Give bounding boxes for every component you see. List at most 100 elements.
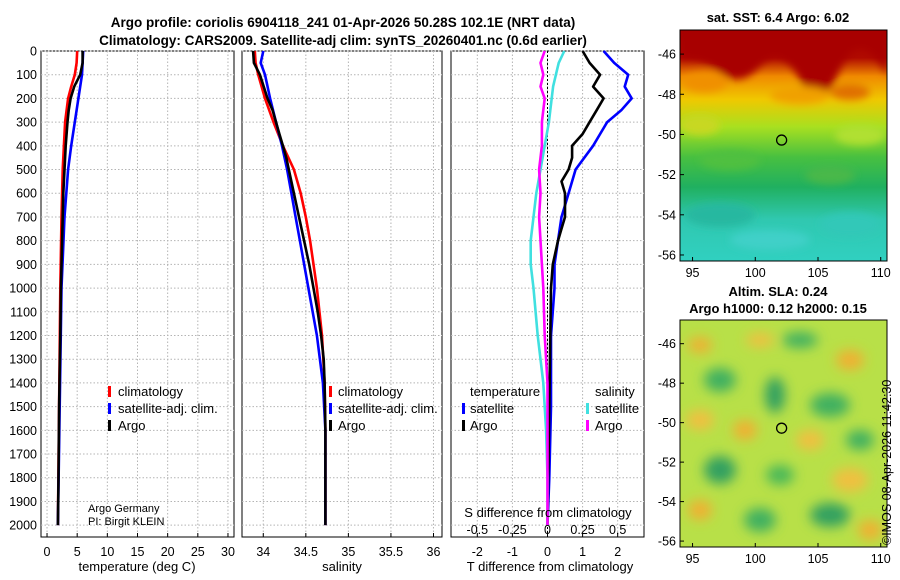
map-y-tick-label: -54: [658, 208, 676, 222]
x-tick-label: 34: [256, 545, 270, 559]
map-x-tick-label: 95: [686, 266, 700, 280]
legend-sal-argo-label: Argo: [595, 418, 622, 433]
series-line-temperature-argo: [546, 50, 605, 526]
difference-panel: -2 -1 0 1 2 -0.5 -0.25 0 0.25 0.5 T difference f…: [450, 50, 645, 574]
copyright-stamp: ©IMOS 08-Apr-2026 11:42:30: [880, 380, 894, 545]
s-difference-axis-label: S difference from climatology: [464, 505, 632, 520]
depth-tick-label: 500: [16, 163, 37, 177]
depth-tick-label: 1900: [9, 495, 37, 509]
depth-tick-label: 400: [16, 139, 37, 153]
salinity-plot-area: [241, 50, 443, 538]
sla-argo-marker: [775, 422, 788, 434]
depth-tick-label: 800: [16, 234, 37, 248]
legend-satellite-mark: [108, 403, 111, 414]
x-tick-label: 30: [221, 545, 235, 559]
sla-heatmap: [680, 320, 887, 547]
map-y-tick-label: -48: [658, 377, 676, 391]
temperature-legend: climatology satellite-adj. clim. Argo: [108, 384, 218, 433]
depth-tick-label: 1500: [9, 400, 37, 414]
sla-map-frame: [679, 319, 888, 548]
series-line-satellite-adj-clim-: [259, 50, 327, 526]
map-y-tick-label: -50: [658, 416, 676, 430]
map-x-tick-label: 105: [808, 266, 829, 280]
legend-climatology-mark: [329, 386, 332, 397]
legend-temp-argo-label: Argo: [470, 418, 497, 433]
salinity-legend: climatology satellite-adj. clim. Argo: [329, 384, 438, 433]
s-tick-label: 0.5: [609, 523, 626, 537]
depth-tick-label: 1800: [9, 471, 37, 485]
legend-sal-satellite-label: satellite: [595, 401, 639, 416]
x-tick-label: 36: [427, 545, 441, 559]
x-tick-label: 5: [74, 545, 81, 559]
map-y-tick-label: -52: [658, 168, 676, 182]
header-line-1: Argo profile: coriolis 6904118_241 01-Ap…: [111, 15, 575, 30]
map-y-tick-label: -46: [658, 337, 676, 351]
depth-tick-label: 100: [16, 68, 37, 82]
depth-tick-label: 1200: [9, 329, 37, 343]
map-x-tick-label: 100: [745, 266, 766, 280]
legend-satellite-mark: [329, 403, 332, 414]
map-x-tick-label: 105: [808, 552, 829, 566]
legend-temperature-title: temperature: [470, 384, 540, 399]
map-x-tick-label: 95: [686, 552, 700, 566]
series-line-argo: [251, 50, 327, 526]
depth-tick-label: 1100: [10, 305, 37, 319]
depth-tick-label: 600: [16, 187, 37, 201]
header-line-2: Climatology: CARS2009. Satellite-adj cli…: [99, 33, 587, 48]
x-tick-label: 25: [191, 545, 205, 559]
series-line-argo: [56, 51, 84, 526]
sst-heatmap: [680, 30, 887, 261]
x-tick-label: 0: [44, 545, 51, 559]
temperature-axis-label: temperature (deg C): [78, 559, 195, 574]
salinity-panel: 34 34.5 35 35.5 36 salinity climatology sate…: [241, 50, 443, 574]
x-tick-label: 35.5: [379, 545, 403, 559]
legend-temp-argo-mark: [462, 420, 465, 431]
depth-tick-label: 1000: [9, 282, 37, 296]
map-y-tick-label: -50: [658, 128, 676, 142]
salinity-axis-label: salinity: [322, 559, 362, 574]
credit-pi: PI: Birgit KLEIN: [88, 516, 164, 528]
legend-argo-mark: [329, 420, 332, 431]
series-line-salinity-argo: [537, 50, 549, 526]
sst-map-panel: sat. SST: 6.4 Argo: 6.02 -46 -48 -50 -52 -54…: [658, 10, 891, 280]
x-tick-label: 0: [544, 545, 551, 559]
depth-tick-label: 1700: [9, 448, 37, 462]
t-difference-axis-label: T difference from climatology: [467, 559, 634, 574]
difference-legend: temperature satellite Argo salinity sate…: [462, 384, 639, 433]
x-tick-label: 20: [161, 545, 175, 559]
credit-org: Argo Germany: [88, 503, 160, 515]
x-tick-label: 1: [579, 545, 586, 559]
map-y-tick-label: -52: [658, 456, 676, 470]
temperature-panel: 0100200300400500600700800900100011001200…: [9, 45, 235, 575]
map-y-tick-label: -46: [658, 48, 676, 62]
legend-climatology-label: climatology: [338, 384, 404, 399]
x-tick-label: 34.5: [294, 545, 318, 559]
depth-tick-label: 1300: [9, 353, 37, 367]
sla-map-title-2: Argo h1000: 0.12 h2000: 0.15: [689, 301, 867, 316]
legend-satellite-label: satellite-adj. clim.: [338, 401, 438, 416]
x-tick-label: -2: [472, 545, 483, 559]
s-tick-label: 0: [544, 523, 551, 537]
x-tick-label: -1: [507, 545, 518, 559]
x-tick-label: 15: [131, 545, 145, 559]
legend-temp-satellite-mark: [462, 403, 465, 414]
map-y-tick-label: -56: [658, 248, 676, 262]
legend-climatology-mark: [108, 386, 111, 397]
legend-satellite-label: satellite-adj. clim.: [118, 401, 218, 416]
s-tick-label: 0.25: [570, 523, 594, 537]
x-tick-label: 35: [341, 545, 355, 559]
depth-tick-label: 1600: [9, 424, 37, 438]
map-y-tick-label: -48: [658, 88, 676, 102]
legend-climatology-label: climatology: [118, 384, 184, 399]
map-y-tick-label: -56: [658, 535, 676, 549]
sst-argo-marker: [775, 134, 788, 146]
sla-map-title-1: Altim. SLA: 0.24: [729, 284, 829, 299]
legend-argo-mark: [108, 420, 111, 431]
series-line-salinity-satellite: [529, 50, 566, 526]
s-tick-label: -0.5: [467, 523, 489, 537]
depth-tick-label: 900: [16, 258, 37, 272]
legend-salinity-title: salinity: [595, 384, 635, 399]
legend-sal-satellite-mark: [586, 403, 589, 414]
depth-tick-label: 200: [16, 92, 37, 106]
